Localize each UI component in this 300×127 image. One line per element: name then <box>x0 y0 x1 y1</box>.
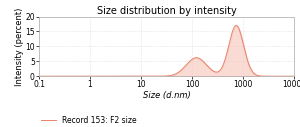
Record 153: F2 size: (0.1, 1.2e-51): F2 size: (0.1, 1.2e-51) <box>37 75 41 77</box>
Y-axis label: Intensity (percent): Intensity (percent) <box>15 7 24 86</box>
Title: Size distribution by intensity: Size distribution by intensity <box>97 6 236 16</box>
Record 153: F2 size: (13.6, 7.4e-05): F2 size: (13.6, 7.4e-05) <box>146 75 150 77</box>
X-axis label: Size (d.nm): Size (d.nm) <box>142 91 190 100</box>
Record 153: F2 size: (0.372, 2.65e-34): F2 size: (0.372, 2.65e-34) <box>66 75 70 77</box>
Record 153: F2 size: (8.27, 2.36e-07): F2 size: (8.27, 2.36e-07) <box>135 75 139 77</box>
Record 153: F2 size: (8e+03, 1.37e-10): F2 size: (8e+03, 1.37e-10) <box>287 75 291 77</box>
Line: Record 153: F2 size: Record 153: F2 size <box>39 25 294 76</box>
Record 153: F2 size: (2.32e+03, 0.0468): F2 size: (2.32e+03, 0.0468) <box>260 75 263 77</box>
Record 153: F2 size: (735, 17): F2 size: (735, 17) <box>234 25 238 26</box>
Legend: Record 153: F2 size: Record 153: F2 size <box>38 113 140 127</box>
Record 153: F2 size: (1e+04, 9.32e-13): F2 size: (1e+04, 9.32e-13) <box>292 75 296 77</box>
Record 153: F2 size: (0.736, 1.13e-26): F2 size: (0.736, 1.13e-26) <box>81 75 85 77</box>
